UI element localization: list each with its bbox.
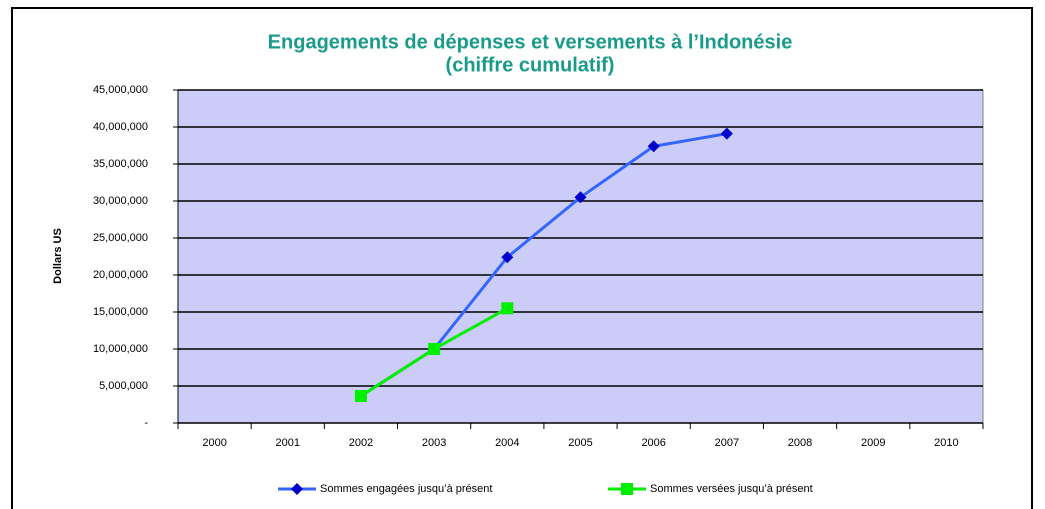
data-point	[720, 127, 733, 140]
data-point	[647, 140, 660, 153]
y-axis-title: Dollars US	[52, 228, 64, 284]
y-tick-label: -	[144, 417, 148, 429]
data-point	[501, 251, 514, 264]
y-tick-label: 30,000,000	[93, 195, 148, 207]
y-tick-label: 5,000,000	[99, 380, 148, 392]
data-point	[501, 302, 514, 315]
x-tick-label: 2008	[788, 437, 812, 449]
y-tick-label: 25,000,000	[93, 232, 148, 244]
legend-marker	[621, 483, 633, 495]
plot-area	[177, 89, 984, 424]
y-tick-label: 45,000,000	[93, 84, 148, 96]
x-tick-label: 2009	[861, 437, 885, 449]
legend-marker	[291, 483, 303, 495]
x-tick-label: 2001	[276, 437, 300, 449]
y-tick-label: 20,000,000	[93, 269, 148, 281]
y-tick-label: 35,000,000	[93, 158, 148, 170]
y-tick-label: 15,000,000	[93, 306, 148, 318]
chart-title: Engagements de dépenses et versements à …	[268, 31, 793, 53]
x-tick-label: 2002	[349, 437, 373, 449]
x-tick-label: 2004	[495, 437, 519, 449]
x-tick-label: 2000	[202, 437, 226, 449]
data-point	[574, 191, 587, 204]
chart-title: (chiffre cumulatif)	[446, 54, 615, 76]
x-tick-label: 2010	[934, 437, 958, 449]
x-tick-label: 2003	[422, 437, 446, 449]
x-tick-label: 2006	[641, 437, 665, 449]
x-tick-label: 2007	[715, 437, 739, 449]
data-point	[428, 343, 441, 355]
y-tick-label: 10,000,000	[93, 343, 148, 355]
legend-label: Sommes engagées jusqu’à présent	[320, 483, 492, 495]
x-tick-label: 2005	[568, 437, 592, 449]
legend-label: Sommes versées jusqu’à présent	[650, 483, 813, 495]
data-point	[354, 389, 367, 402]
y-tick-label: 40,000,000	[93, 121, 148, 133]
